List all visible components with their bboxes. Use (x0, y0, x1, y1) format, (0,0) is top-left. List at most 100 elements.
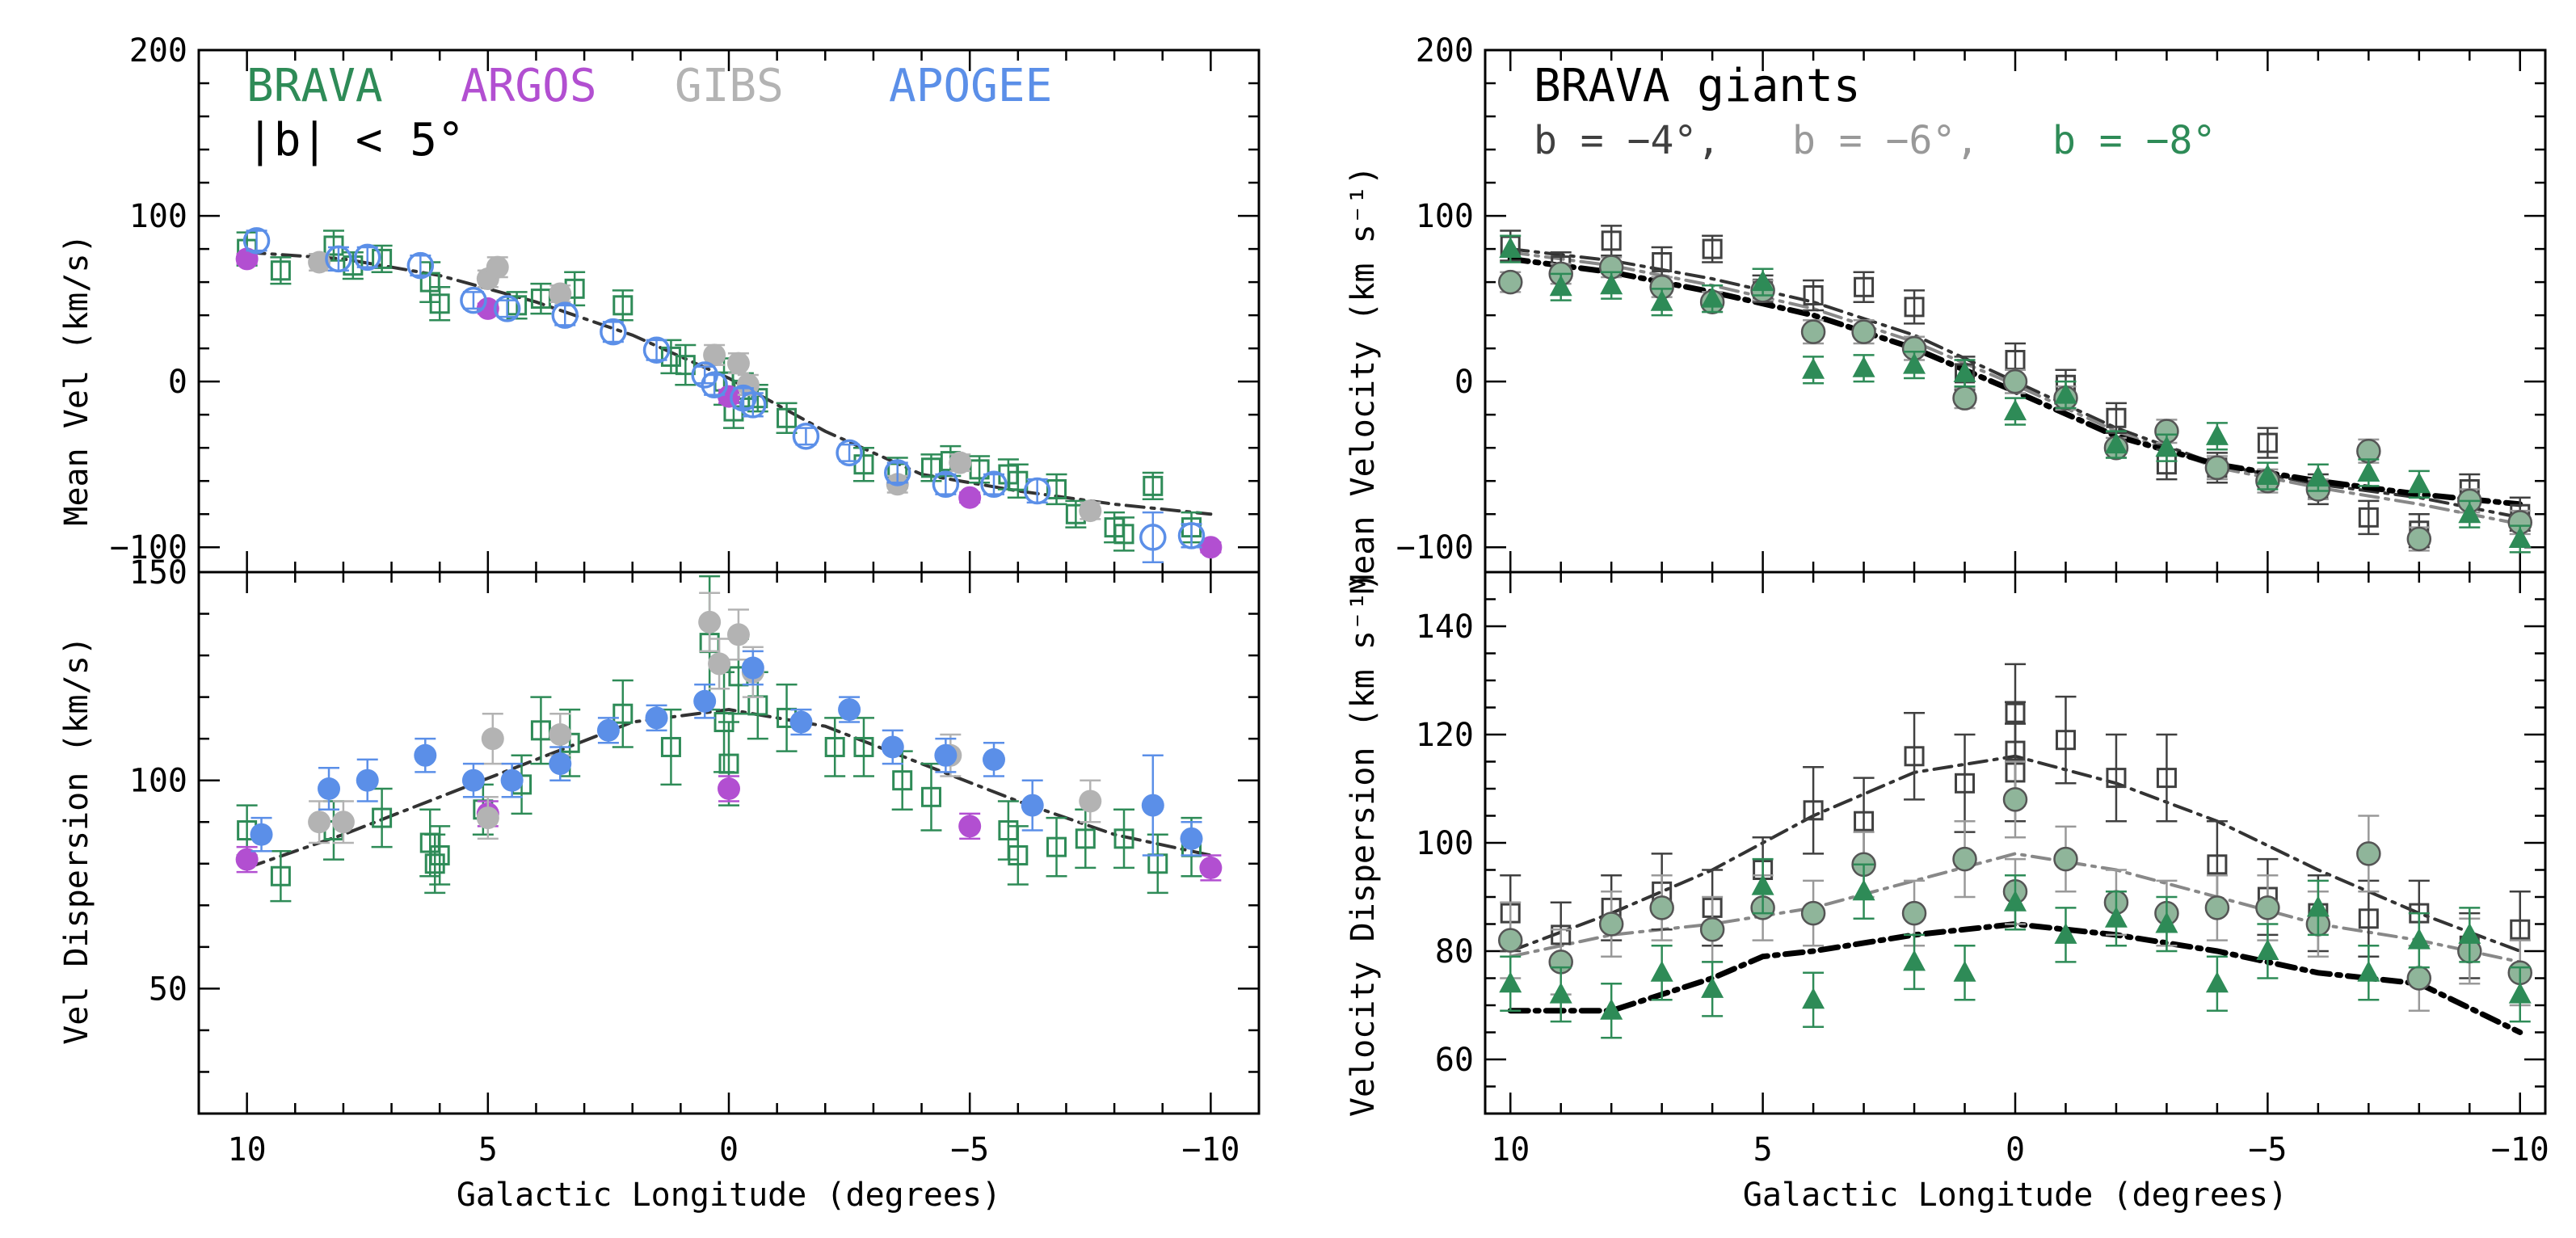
data-point (2205, 423, 2229, 445)
data-point (530, 288, 551, 310)
data-point (318, 777, 341, 800)
y-tick-label: −100 (110, 529, 187, 566)
data-point (2257, 432, 2278, 453)
data-point (481, 727, 504, 751)
data-point (1649, 895, 1674, 920)
data-point (2104, 432, 2128, 454)
data-point (1499, 971, 1522, 993)
data-point (675, 355, 696, 376)
data-point (701, 371, 728, 399)
data-point (270, 260, 291, 281)
data-point (1497, 928, 1523, 953)
model-curve (1509, 852, 2522, 964)
x-tick-label: 10 (228, 1131, 267, 1169)
data-point (1021, 794, 1044, 817)
data-point (325, 245, 352, 273)
x-tick-label: 0 (2006, 1131, 2025, 1169)
data-point (1803, 285, 1824, 306)
data-point (698, 610, 722, 634)
data-point (792, 423, 820, 450)
data-point (1600, 998, 1623, 1020)
data-point (2156, 768, 2177, 789)
left-top-ylabel: Mean Vel (km/s) (58, 234, 95, 525)
data-point (1601, 230, 1622, 251)
x-tick-label: 5 (478, 1131, 498, 1169)
data-point (1701, 286, 1724, 308)
model-curve (245, 708, 1213, 870)
y-tick-label: 0 (1454, 364, 1474, 401)
data-point (777, 407, 798, 428)
data-point (308, 811, 331, 834)
data-point (2458, 502, 2481, 524)
data-point (612, 295, 633, 316)
x-tick-label: −5 (950, 1131, 989, 1169)
data-point (1113, 524, 1134, 545)
data-point (1952, 846, 1977, 872)
data-point (2155, 436, 2178, 457)
data-point (934, 743, 958, 767)
data-point (1079, 790, 1102, 813)
data-point (1652, 252, 1673, 273)
data-point (980, 470, 1008, 499)
y-tick-label: 60 (1435, 1042, 1474, 1079)
data-point (1549, 982, 1572, 1004)
data-point (789, 710, 813, 734)
data-point (881, 735, 904, 759)
data-point (2005, 349, 2026, 370)
data-point (1751, 270, 1774, 292)
data-point (2207, 854, 2228, 875)
data-point (1802, 357, 1825, 379)
y-tick-label: 100 (1416, 198, 1474, 235)
data-point (331, 811, 355, 834)
data-point (739, 391, 767, 419)
y-tick-label: 100 (129, 198, 187, 235)
data-point (2508, 982, 2532, 1004)
right-top-panel: 200 100 0 −100 (1396, 32, 2547, 574)
legend-argos: ARGOS (461, 60, 597, 112)
data-point (323, 235, 344, 256)
data-point (612, 703, 633, 724)
legend-b8: b = −8° (2052, 118, 2216, 163)
data-point (242, 227, 271, 255)
data-point (476, 297, 499, 320)
data-point (250, 823, 273, 846)
data-point (353, 243, 381, 272)
data-point (949, 451, 972, 474)
x-tick-label: 0 (719, 1131, 739, 1169)
data-point (1852, 356, 1875, 377)
plot-frame (1484, 571, 2547, 1115)
data-point (1499, 237, 1522, 259)
x-tick-label: 5 (1753, 1131, 1773, 1169)
data-point (1113, 828, 1134, 849)
data-point (969, 459, 990, 480)
data-point (1904, 297, 1925, 318)
data-point (1854, 276, 1875, 297)
legend-brava-giants: BRAVA giants (1534, 60, 1861, 112)
y-tick-label: 200 (1416, 32, 1474, 69)
x-tick-label: −10 (2491, 1131, 2549, 1169)
y-tick-label: 140 (1416, 608, 1474, 646)
data-point (1751, 874, 1774, 895)
data-point (2054, 382, 2077, 404)
right-xlabel: Galactic Longitude (degrees) (1743, 1177, 2288, 1214)
data-point (838, 698, 861, 722)
data-point (2204, 455, 2230, 481)
data-point (660, 736, 681, 757)
data-point (2358, 908, 2379, 929)
data-point (500, 768, 524, 792)
data-point (883, 459, 911, 486)
legend-brava: BRAVA (246, 60, 383, 112)
data-point (372, 807, 393, 828)
data-point (1046, 836, 1067, 857)
data-point (1702, 238, 1723, 259)
model-curve (245, 251, 1213, 516)
data-point (1143, 475, 1164, 496)
legend-b6: b = −6°, (1792, 118, 1979, 163)
data-point (486, 255, 509, 279)
data-point (372, 248, 393, 269)
data-point (1952, 385, 1977, 411)
legend-gibs: GIBS (675, 60, 784, 112)
data-point (1650, 289, 1673, 311)
data-point (343, 255, 364, 276)
